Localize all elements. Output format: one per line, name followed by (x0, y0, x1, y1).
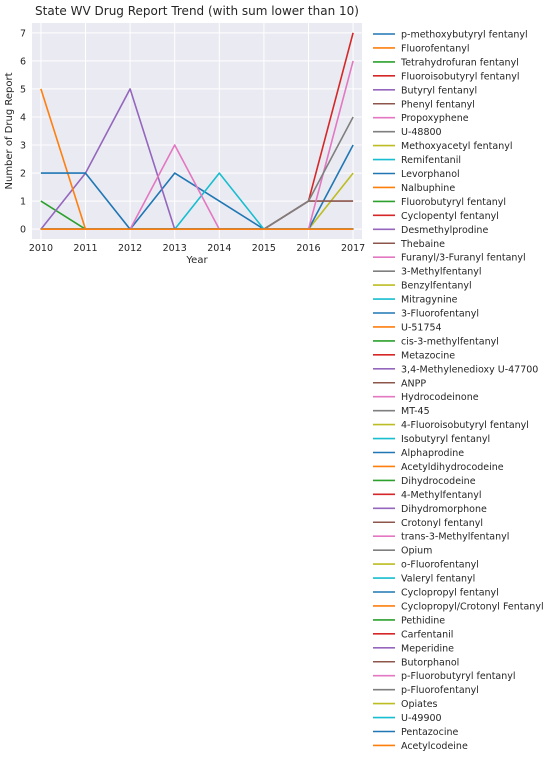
x-tick-label: 2017 (341, 243, 365, 254)
legend-entry: Dihydromorphone (401, 504, 487, 515)
y-tick-label: 7 (20, 28, 26, 39)
legend-entry: Pentazocine (401, 727, 458, 738)
grid (32, 23, 362, 239)
legend-entry: Valeryl fentanyl (401, 574, 475, 585)
legend-entry: Cyclopropyl fentanyl (401, 588, 499, 599)
x-tick-label: 2016 (296, 243, 320, 254)
legend-entry: Thebaine (400, 239, 445, 250)
legend-entry: Butorphanol (401, 657, 459, 668)
legend-entry: 3-Methylfentanyl (401, 267, 482, 278)
y-tick-label: 0 (20, 225, 26, 236)
legend-entry: 3-Fluorofentanyl (401, 309, 479, 320)
legend-entry: p-Fluorobutyryl fentanyl (401, 671, 516, 682)
x-tick-label: 2013 (163, 243, 187, 254)
legend-entry: Acetyldihydrocodeine (401, 462, 504, 473)
legend-entry: Meperidine (401, 643, 454, 654)
y-tick-label: 6 (20, 56, 26, 67)
legend-entry: Methoxyacetyl fentanyl (401, 141, 513, 152)
legend-entry: Levorphanol (401, 169, 460, 180)
legend-entry: Pethidine (401, 615, 445, 626)
y-tick-label: 3 (20, 141, 26, 152)
legend-entry: MT-45 (401, 406, 430, 417)
x-tick-label: 2010 (29, 243, 53, 254)
legend-entry: Opium (401, 546, 432, 557)
y-tick-label: 1 (20, 197, 26, 208)
legend-entry: Benzylfentanyl (401, 281, 472, 292)
legend-entry: Fluorofentanyl (401, 43, 470, 54)
legend-entry: Propoxyphene (401, 113, 469, 124)
legend-entry: Opiates (401, 699, 438, 710)
legend-entry: Fluorobutyryl fentanyl (401, 197, 506, 208)
legend-entry: Isobutyryl fentanyl (401, 434, 490, 445)
x-tick-label: 2012 (118, 243, 142, 254)
legend-entry: ANPP (401, 378, 426, 389)
x-tick-labels: 2010 2011 2012 2013 2014 2015 2016 2017 (29, 243, 365, 254)
x-tick-label: 2015 (252, 243, 276, 254)
legend-entry: Acetylcodeine (401, 741, 468, 752)
legend-entry: 4-Fluoroisobutyryl fentanyl (401, 420, 529, 431)
legend-entry: trans-3-Methylfentanyl (401, 532, 509, 543)
y-tick-label: 5 (20, 84, 26, 95)
legend-entry: Remifentanil (401, 155, 461, 166)
legend-entry: Metazocine (401, 350, 455, 361)
x-axis-label: Year (185, 255, 208, 266)
legend-entry: Cyclopropyl/Crotonyl Fentanyl (401, 601, 544, 612)
x-tick-label: 2014 (207, 243, 231, 254)
y-tick-label: 4 (20, 112, 26, 123)
legend-entry: p-Fluorofentanyl (401, 685, 479, 696)
legend-entry: Fluoroisobutyryl fentanyl (401, 71, 519, 82)
y-tick-labels: 0 1 2 3 4 5 6 7 (20, 28, 26, 235)
legend-entry: Hydrocodeinone (401, 392, 479, 403)
y-tick-label: 2 (20, 169, 26, 180)
legend-entry: Alphaprodine (401, 448, 464, 459)
legend-entry: Desmethylprodine (401, 225, 488, 236)
y-axis-label: Number of Drug Report (4, 72, 15, 189)
legend-entry: U-48800 (401, 127, 442, 138)
legend-entry: 4-Methylfentanyl (401, 490, 482, 501)
legend-entry: Butyryl fentanyl (401, 85, 477, 96)
legend-entry: Crotonyl fentanyl (401, 518, 483, 529)
legend-entry: o-Fluorofentanyl (401, 560, 479, 571)
legend-entry: 3,4-Methylenedioxy U-47700 (401, 364, 538, 375)
legend-entry: Mitragynine (401, 295, 458, 306)
legend: p-methoxybutyryl fentanyl Fluorofentanyl T… (373, 30, 544, 752)
legend-entry: Phenyl fentanyl (401, 99, 475, 110)
chart-title: State WV Drug Report Trend (with sum low… (35, 4, 359, 18)
legend-entry: U-51754 (401, 322, 442, 333)
x-tick-label: 2011 (73, 243, 97, 254)
legend-entry: Nalbuphine (401, 183, 455, 194)
legend-entry: Dihydrocodeine (401, 476, 476, 487)
legend-entry: U-49900 (401, 713, 442, 724)
series-lines (40, 32, 354, 230)
legend-entry: Furanyl/3-Furanyl fentanyl (401, 253, 526, 264)
legend-entry: p-methoxybutyryl fentanyl (401, 30, 528, 41)
legend-entry: cis-3-methylfentanyl (401, 336, 499, 347)
plot-background (32, 23, 362, 239)
legend-entry: Carfentanil (401, 629, 453, 640)
legend-entry: Cyclopentyl fentanyl (401, 211, 499, 222)
legend-entry: Tetrahydrofuran fentanyl (400, 57, 519, 68)
